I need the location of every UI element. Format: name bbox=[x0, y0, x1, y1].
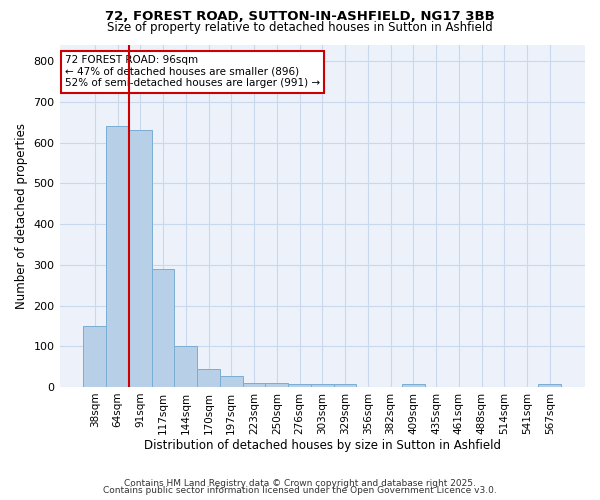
Text: Size of property relative to detached houses in Sutton in Ashfield: Size of property relative to detached ho… bbox=[107, 22, 493, 35]
Bar bbox=[288, 384, 311, 387]
Bar bbox=[83, 326, 106, 387]
Text: Contains HM Land Registry data © Crown copyright and database right 2025.: Contains HM Land Registry data © Crown c… bbox=[124, 478, 476, 488]
Bar bbox=[152, 269, 175, 387]
Bar bbox=[197, 370, 220, 387]
Bar bbox=[242, 383, 265, 387]
Bar bbox=[334, 384, 356, 387]
Text: 72 FOREST ROAD: 96sqm
← 47% of detached houses are smaller (896)
52% of semi-det: 72 FOREST ROAD: 96sqm ← 47% of detached … bbox=[65, 56, 320, 88]
Bar bbox=[129, 130, 152, 387]
Y-axis label: Number of detached properties: Number of detached properties bbox=[15, 123, 28, 309]
Text: 72, FOREST ROAD, SUTTON-IN-ASHFIELD, NG17 3BB: 72, FOREST ROAD, SUTTON-IN-ASHFIELD, NG1… bbox=[105, 10, 495, 23]
X-axis label: Distribution of detached houses by size in Sutton in Ashfield: Distribution of detached houses by size … bbox=[144, 440, 501, 452]
Bar bbox=[220, 376, 242, 387]
Bar bbox=[175, 346, 197, 387]
Bar bbox=[402, 384, 425, 387]
Bar bbox=[106, 126, 129, 387]
Bar bbox=[265, 383, 288, 387]
Bar bbox=[538, 384, 561, 387]
Text: Contains public sector information licensed under the Open Government Licence v3: Contains public sector information licen… bbox=[103, 486, 497, 495]
Bar bbox=[311, 384, 334, 387]
